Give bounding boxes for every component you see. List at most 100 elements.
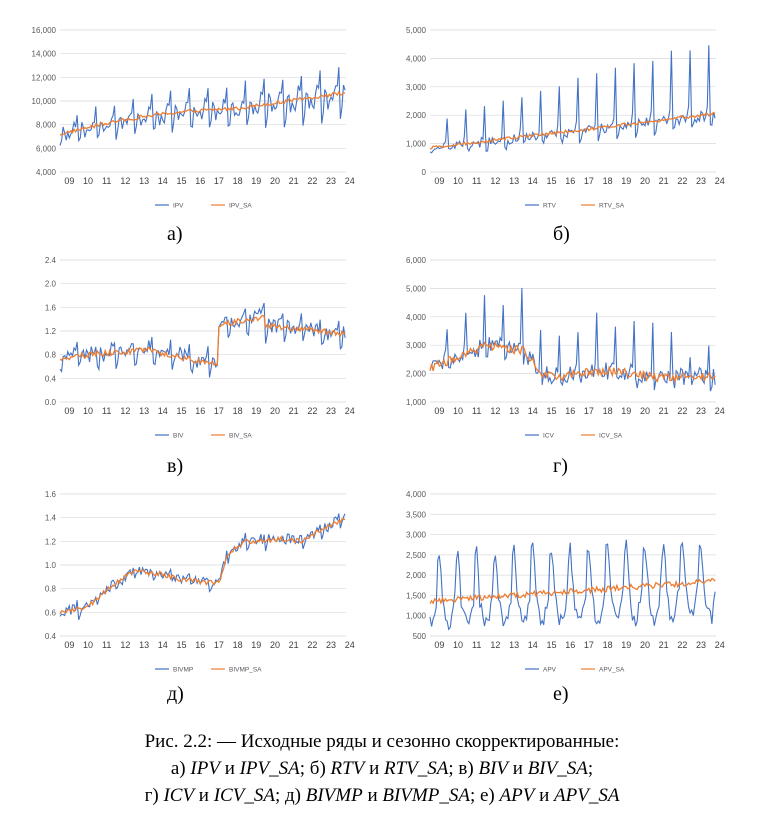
panel-label-a: а) xyxy=(167,223,183,245)
caption-fragment: BIV_SA xyxy=(527,758,588,779)
x-tick-label: 22 xyxy=(307,176,317,186)
x-tick-label: 23 xyxy=(696,176,706,186)
caption-fragment: BIVMP xyxy=(305,785,363,806)
caption-line-3: г) ICV и ICV_SA; д) BIVMP и BIVMP_SA; е)… xyxy=(0,782,764,809)
y-tick-label: 3,500 xyxy=(406,510,427,519)
y-tick-label: 1,500 xyxy=(406,591,427,600)
x-tick-label: 21 xyxy=(289,176,299,186)
x-tick-label: 11 xyxy=(102,176,111,186)
x-tick-label: 20 xyxy=(270,176,280,186)
y-tick-label: 3,000 xyxy=(406,341,427,350)
x-tick-label: 15 xyxy=(546,176,556,186)
x-tick-label: 10 xyxy=(83,176,93,186)
x-tick-label: 16 xyxy=(565,640,575,650)
x-tick-label: 09 xyxy=(434,176,444,186)
y-tick-label: 14,000 xyxy=(32,50,57,59)
series-line-sa xyxy=(429,111,716,150)
y-tick-label: 0.8 xyxy=(45,585,57,594)
x-tick-label: 24 xyxy=(345,406,355,416)
caption-fragment: IPV_SA xyxy=(239,758,300,779)
x-tick-label: 20 xyxy=(270,406,280,416)
x-tick-label: 14 xyxy=(528,176,538,186)
chart-svg: 0.4 0.6 0.8 1.0 1.2 1.4 1.6 09 10 11 12 13 14 15 16 17 1… xyxy=(45,490,355,674)
y-tick-label: 0 xyxy=(422,168,427,177)
x-tick-label: 14 xyxy=(158,176,168,186)
x-tick-label: 15 xyxy=(176,640,186,650)
y-tick-label: 10,000 xyxy=(32,97,57,106)
chart-icv: 1,000 2,000 3,000 4,000 5,000 6,000 09 10 11 12 13… xyxy=(398,252,728,447)
y-tick-label: 4,000 xyxy=(406,54,427,63)
x-tick-label: 24 xyxy=(715,406,725,416)
x-tick-label: 14 xyxy=(528,406,538,416)
x-tick-label: 10 xyxy=(453,640,463,650)
chart-ipv: 4,000 6,000 8,000 10,000 12,000 14,000 16,000 0… xyxy=(28,22,358,217)
x-tick-label: 09 xyxy=(64,640,74,650)
x-tick-label: 13 xyxy=(509,176,519,186)
x-tick-label: 12 xyxy=(490,640,500,650)
x-tick-label: 11 xyxy=(472,640,481,650)
x-tick-label: 19 xyxy=(621,176,631,186)
x-tick-label: 11 xyxy=(472,176,481,186)
x-tick-label: 10 xyxy=(83,406,93,416)
panel-label-d: д) xyxy=(167,683,184,705)
x-tick-label: 17 xyxy=(584,640,594,650)
x-tick-label: 15 xyxy=(546,640,556,650)
x-tick-label: 22 xyxy=(677,406,687,416)
x-tick-label: 18 xyxy=(233,176,243,186)
caption-fragment: ; б) xyxy=(299,758,331,779)
caption-fragment: IPV xyxy=(190,758,220,779)
chart-svg: 500 1,000 1,500 2,000 2,500 3,000 3,500 4,000 09… xyxy=(406,490,725,674)
y-tick-label: 0.0 xyxy=(45,398,57,407)
x-tick-label: 09 xyxy=(434,640,444,650)
caption-fragment: и xyxy=(362,785,383,806)
x-tick-label: 15 xyxy=(176,406,186,416)
x-tick-label: 09 xyxy=(434,406,444,416)
y-tick-label: 1.4 xyxy=(45,514,57,523)
x-tick-label: 17 xyxy=(584,406,594,416)
panel-label-b: б) xyxy=(553,223,570,245)
panel-label-e: е) xyxy=(553,683,569,705)
x-tick-label: 12 xyxy=(120,176,130,186)
x-tick-label: 21 xyxy=(659,176,669,186)
legend-label: APV xyxy=(543,667,557,674)
series-line-sa xyxy=(59,314,346,367)
x-tick-label: 16 xyxy=(195,176,205,186)
x-tick-label: 24 xyxy=(715,176,725,186)
y-tick-label: 1.0 xyxy=(45,561,57,570)
chart-svg: 4,000 6,000 8,000 10,000 12,000 14,000 16,000 0… xyxy=(32,26,355,210)
x-tick-label: 22 xyxy=(677,640,687,650)
x-tick-label: 14 xyxy=(528,640,538,650)
y-tick-label: 0.4 xyxy=(45,632,57,641)
x-tick-label: 21 xyxy=(659,406,669,416)
y-tick-label: 0.6 xyxy=(45,608,57,617)
caption-fragment: г) xyxy=(144,785,164,806)
legend-label: BIV_SA xyxy=(229,433,252,440)
x-tick-label: 23 xyxy=(326,640,336,650)
caption-fragment: ; в) xyxy=(448,758,479,779)
panel-label-v: в) xyxy=(167,455,184,477)
caption-fragment: а) xyxy=(170,758,191,779)
legend-label: ICV xyxy=(543,433,555,440)
x-tick-label: 12 xyxy=(490,406,500,416)
legend-label: IPV_SA xyxy=(229,203,252,210)
y-tick-label: 3,000 xyxy=(406,531,427,540)
x-tick-label: 18 xyxy=(603,176,613,186)
series-line-sa xyxy=(59,518,346,615)
x-tick-label: 13 xyxy=(509,640,519,650)
x-tick-label: 18 xyxy=(233,640,243,650)
x-tick-label: 18 xyxy=(603,406,613,416)
x-tick-label: 09 xyxy=(64,176,74,186)
x-tick-label: 12 xyxy=(120,640,130,650)
x-tick-label: 11 xyxy=(102,406,111,416)
legend-label: IPV xyxy=(173,203,184,210)
x-tick-label: 19 xyxy=(251,640,261,650)
x-tick-label: 10 xyxy=(453,176,463,186)
x-tick-label: 12 xyxy=(120,406,130,416)
x-tick-label: 16 xyxy=(195,640,205,650)
x-tick-label: 11 xyxy=(102,640,111,650)
x-tick-label: 23 xyxy=(326,406,336,416)
y-tick-label: 4,000 xyxy=(406,313,427,322)
caption-fragment: ; е) xyxy=(469,785,500,806)
chart-biv: 0.0 0.4 0.8 1.2 1.6 2.0 2.4 09 10 11 12 13 14 15 16 17 1… xyxy=(28,252,358,447)
legend-label: RTV xyxy=(543,203,557,210)
